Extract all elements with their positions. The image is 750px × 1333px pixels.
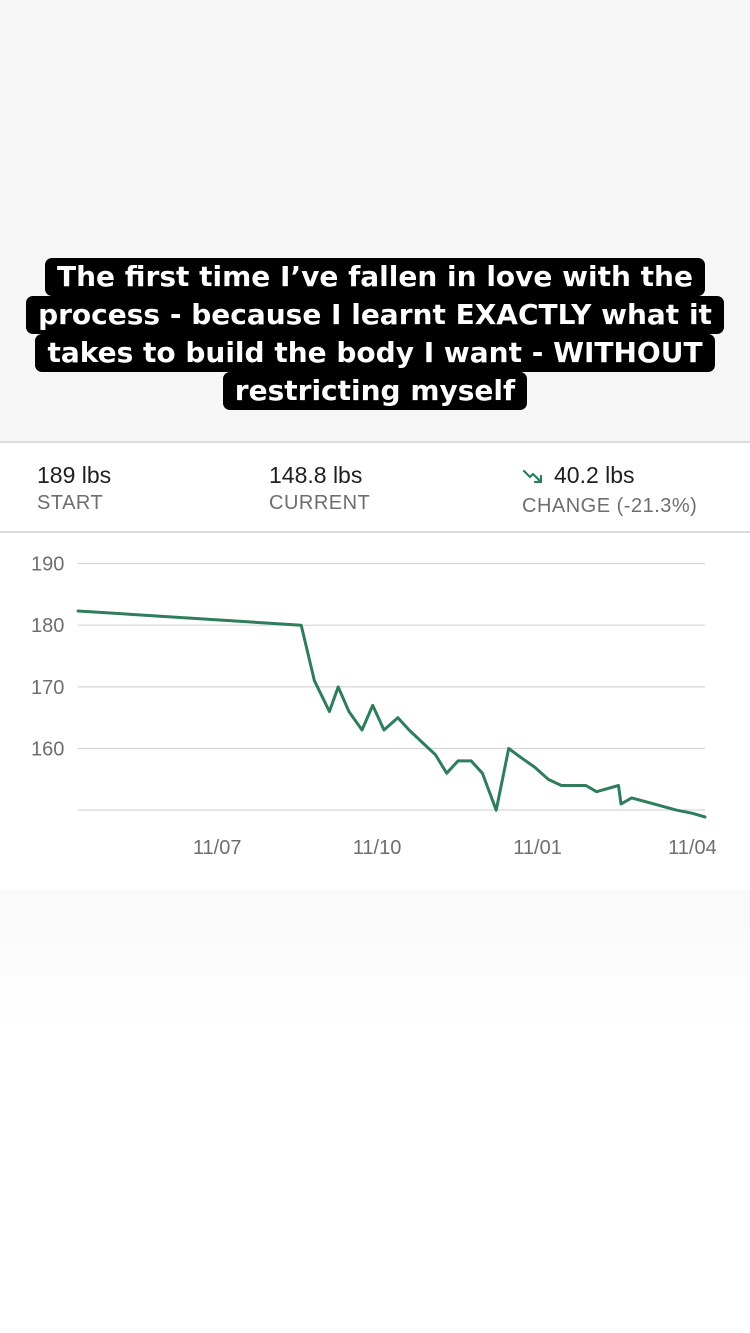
- trend-down-icon: [522, 464, 548, 492]
- y-tick-label: 170: [31, 677, 64, 699]
- current-label: CURRENT: [269, 492, 371, 514]
- weight-series-line: [76, 609, 707, 819]
- stat-start: 189 lbs START: [37, 461, 111, 517]
- story-background-bottom: [0, 890, 750, 1333]
- caption-line: process - because I learnt EXACTLY what …: [26, 296, 724, 334]
- caption-line: The first time I’ve fallen in love with …: [45, 258, 705, 296]
- y-tick-label: 160: [31, 739, 64, 761]
- start-value: 189 lbs: [37, 462, 112, 488]
- stat-change: 40.2 lbs CHANGE (-21.3%): [522, 461, 697, 520]
- story-caption: The first time I’ve fallen in love with …: [0, 258, 750, 410]
- x-tick-label: 11/07: [193, 837, 242, 859]
- x-tick-label: 11/04: [668, 837, 717, 859]
- divider: [0, 441, 750, 443]
- change-label: CHANGE (-21.3%): [522, 495, 698, 517]
- y-tick-label: 180: [31, 615, 64, 637]
- stat-current: 148.8 lbs CURRENT: [269, 461, 370, 517]
- weight-line-chart: 190 180 170 160 11/07 11/10 11/01 11/04: [31, 554, 717, 859]
- divider: [0, 531, 750, 533]
- x-tick-label: 11/01: [513, 837, 562, 859]
- caption-line: restricting myself: [222, 372, 528, 410]
- weight-stats: 189 lbs START 148.8 lbs CURRENT 40.2 lbs…: [0, 443, 750, 531]
- weight-chart: 190 180 170 160 11/07 11/10 11/01 11/04: [0, 533, 750, 890]
- x-tick-label: 11/10: [353, 837, 402, 859]
- caption-line: takes to build the body I want - WITHOUT: [35, 334, 715, 372]
- start-label: START: [37, 492, 104, 514]
- current-value: 148.8 lbs: [269, 462, 363, 488]
- y-tick-label: 190: [31, 554, 64, 576]
- change-value: 40.2 lbs: [554, 462, 635, 488]
